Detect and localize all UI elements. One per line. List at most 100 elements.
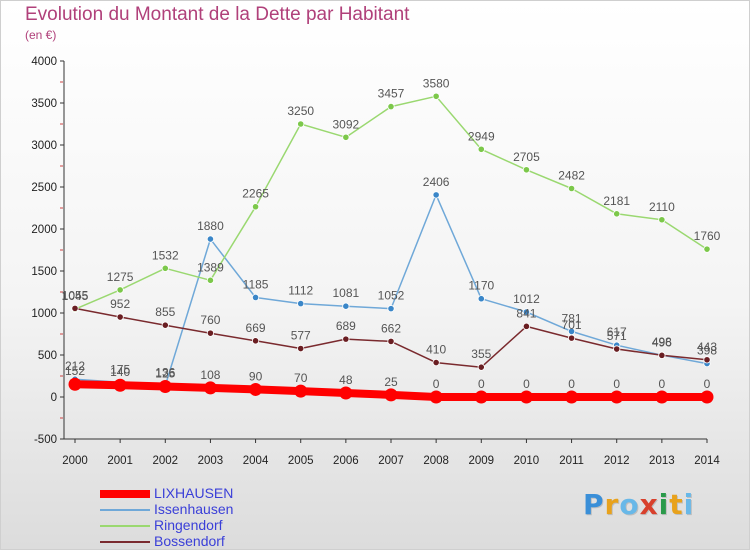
- data-label-ringendorf: 1389: [197, 260, 224, 274]
- data-label-issenhausen: 1112: [288, 284, 313, 298]
- x-tick-label: 2014: [694, 455, 720, 467]
- logo-letter: x: [639, 488, 659, 521]
- data-label-bossendorf: 662: [381, 321, 401, 335]
- legend-label-lixhausen: LIXHAUSEN: [154, 485, 234, 501]
- data-label-lixhausen: 48: [339, 373, 353, 387]
- data-point-issenhausen: [387, 305, 395, 313]
- logo-letter: t: [669, 488, 684, 521]
- legend-label-bossendorf: Bossendorf: [154, 533, 225, 549]
- data-point-ringendorf: [522, 166, 531, 174]
- data-label-bossendorf: 577: [291, 329, 311, 343]
- x-tick-label: 2012: [604, 455, 630, 467]
- data-label-issenhausen: 1880: [197, 219, 224, 233]
- data-point-bossendorf: [116, 313, 124, 321]
- data-label-issenhausen: 175: [110, 362, 130, 376]
- series-issenhausen: [71, 191, 711, 390]
- data-label-issenhausen: 1185: [243, 277, 269, 291]
- data-point-bossendorf: [432, 358, 440, 367]
- data-label-issenhausen: 1052: [378, 289, 405, 303]
- x-tick-label: 2007: [378, 455, 404, 467]
- data-point-lixhausen: [384, 388, 398, 402]
- data-label-ringendorf: 2482: [558, 169, 585, 183]
- axes: -500050010001500200025003000350040002000…: [31, 56, 720, 467]
- data-label-lixhausen: 0: [568, 377, 575, 391]
- proxiti-logo: Proxiti: [583, 488, 694, 521]
- x-tick-label: 2010: [514, 455, 540, 467]
- data-point-ringendorf: [613, 210, 621, 218]
- data-point-issenhausen: [206, 235, 215, 243]
- data-point-issenhausen: [297, 299, 305, 308]
- x-tick-label: 2001: [107, 455, 133, 467]
- data-point-ringendorf: [206, 276, 215, 284]
- y-tick-label: 1500: [31, 266, 57, 278]
- data-label-lixhausen: 0: [478, 377, 485, 391]
- data-label-bossendorf: 952: [110, 297, 130, 311]
- data-label-issenhausen: 136: [155, 366, 175, 380]
- data-label-lixhausen: 25: [384, 375, 398, 389]
- data-label-lixhausen: 108: [200, 368, 220, 382]
- x-tick-label: 2005: [288, 455, 314, 467]
- chart-subtitle: (en €): [25, 28, 57, 42]
- data-point-issenhausen: [432, 191, 440, 199]
- y-tick-label: 3000: [31, 140, 57, 152]
- data-label-issenhausen: 498: [652, 335, 672, 349]
- data-label-ringendorf: 3250: [287, 104, 314, 118]
- data-label-issenhausen: 1170: [468, 279, 494, 293]
- legend-label-issenhausen: Issenhausen: [154, 501, 234, 517]
- data-point-lixhausen: [519, 390, 533, 404]
- data-point-lixhausen: [158, 380, 172, 393]
- data-label-bossendorf: 855: [155, 305, 175, 319]
- data-point-ringendorf: [703, 245, 711, 253]
- series-lixhausen: [68, 377, 714, 404]
- data-point-issenhausen: [251, 293, 260, 302]
- data-point-issenhausen: [342, 302, 350, 310]
- data-label-ringendorf: 1532: [152, 248, 179, 262]
- x-tick-label: 2011: [559, 455, 584, 467]
- data-label-bossendorf: 410: [426, 343, 446, 357]
- data-point-bossendorf: [567, 334, 576, 342]
- y-tick-label: 3500: [31, 98, 57, 110]
- logo-letter: P: [583, 488, 605, 521]
- legend-swatch-issenhausen: [100, 509, 150, 511]
- data-point-lixhausen: [249, 382, 263, 396]
- data-point-bossendorf: [613, 345, 621, 353]
- data-label-lixhausen: 125: [155, 367, 175, 381]
- x-tick-label: 2004: [243, 455, 269, 467]
- data-point-bossendorf: [251, 337, 260, 345]
- legend-swatch-lixhausen: [100, 490, 150, 498]
- y-tick-label: 1000: [31, 308, 57, 320]
- data-label-ringendorf: 3092: [333, 117, 360, 131]
- data-label-issenhausen: 781: [562, 311, 582, 325]
- data-point-ringendorf: [658, 216, 666, 224]
- y-tick-label: 0: [51, 392, 57, 404]
- data-point-lixhausen: [700, 390, 714, 404]
- data-point-lixhausen: [565, 390, 579, 404]
- data-label-issenhausen: 617: [607, 325, 627, 339]
- data-label-ringendorf: 2265: [242, 187, 269, 201]
- data-label-bossendorf: 841: [516, 306, 536, 320]
- data-label-lixhausen: 0: [659, 377, 666, 391]
- chart-title: Evolution du Montant de la Dette par Hab…: [25, 4, 410, 25]
- data-label-ringendorf: 1275: [107, 270, 134, 284]
- data-point-bossendorf: [658, 351, 666, 359]
- data-point-bossendorf: [71, 304, 79, 312]
- x-tick-label: 2000: [62, 455, 88, 467]
- data-point-ringendorf: [297, 120, 305, 128]
- data-point-bossendorf: [206, 329, 215, 337]
- x-tick-label: 2013: [649, 455, 675, 467]
- data-point-issenhausen: [477, 295, 485, 303]
- data-label-bossendorf: 669: [246, 321, 266, 335]
- x-tick-label: 2003: [198, 455, 224, 467]
- data-point-ringendorf: [116, 286, 124, 294]
- data-labels: 152 140 125 108 90 70 48 25 0 0 0 0 0 0 0 212 175 136 1880…: [62, 76, 721, 391]
- y-tick-label: -500: [34, 434, 57, 446]
- data-label-lixhausen: 152: [65, 364, 85, 378]
- data-label-ringendorf: 2181: [603, 194, 630, 208]
- data-label-ringendorf: 3457: [378, 87, 405, 101]
- y-tick-label: 2500: [31, 182, 57, 194]
- data-point-bossendorf: [297, 344, 305, 353]
- data-label-ringendorf: 2949: [468, 129, 495, 143]
- data-label-issenhausen: 398: [697, 344, 717, 358]
- y-tick-label: 500: [38, 350, 57, 362]
- data-label-bossendorf: 443: [697, 340, 717, 354]
